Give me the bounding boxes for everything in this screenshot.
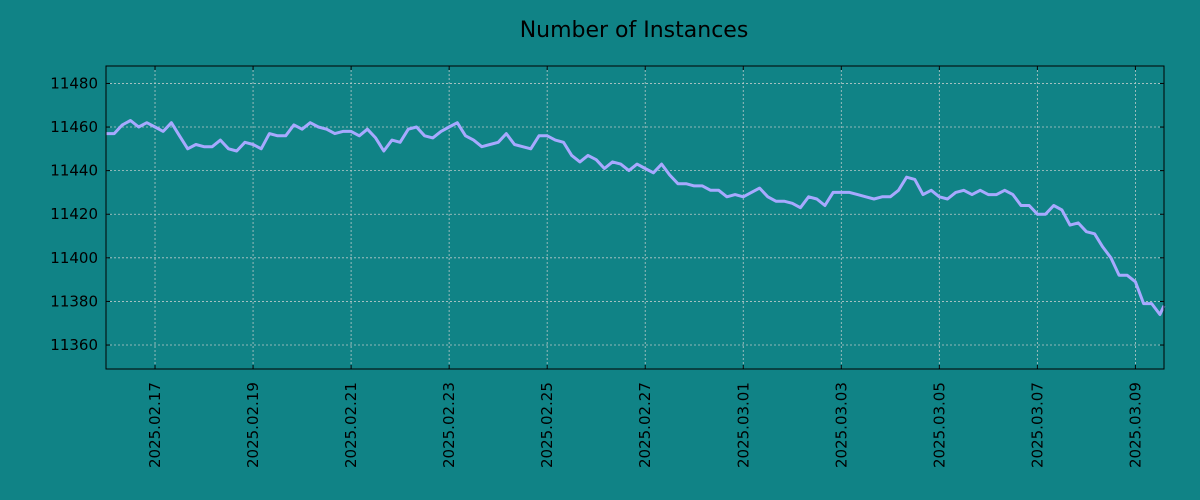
axis-ticks — [106, 66, 1164, 369]
y-tick-label: 11400 — [50, 249, 98, 267]
y-tick-label: 11480 — [50, 74, 98, 92]
x-tick-label: 2025.03.03 — [832, 382, 850, 468]
chart-title: Number of Instances — [520, 18, 749, 43]
x-tick-label: 2025.02.23 — [440, 382, 458, 468]
x-tick-label: 2025.02.17 — [146, 382, 164, 468]
x-tick-label: 2025.03.07 — [1028, 382, 1046, 468]
x-tick-label: 2025.03.09 — [1126, 382, 1144, 468]
series-line — [106, 119, 1166, 316]
x-tick-label: 2025.03.05 — [930, 382, 948, 468]
grid — [106, 66, 1164, 369]
y-tick-label: 11360 — [50, 336, 98, 354]
y-axis-tick-labels: 11360 11380 11400 11420 11440 11460 11480 — [50, 74, 98, 354]
x-axis-tick-labels: 2025.02.17 2025.02.19 2025.02.21 2025.02.23… — [146, 382, 1144, 468]
x-tick-label: 2025.02.25 — [538, 382, 556, 468]
x-tick-label: 2025.02.27 — [636, 382, 654, 468]
plot-frame — [105, 65, 1165, 370]
x-tick-label: 2025.02.21 — [342, 382, 360, 468]
y-tick-label: 11440 — [50, 162, 98, 180]
y-tick-label: 11420 — [50, 205, 98, 223]
y-tick-label: 11380 — [50, 292, 98, 310]
y-tick-label: 11460 — [50, 118, 98, 136]
x-tick-label: 2025.03.01 — [734, 382, 752, 468]
x-tick-label: 2025.02.19 — [244, 382, 262, 468]
